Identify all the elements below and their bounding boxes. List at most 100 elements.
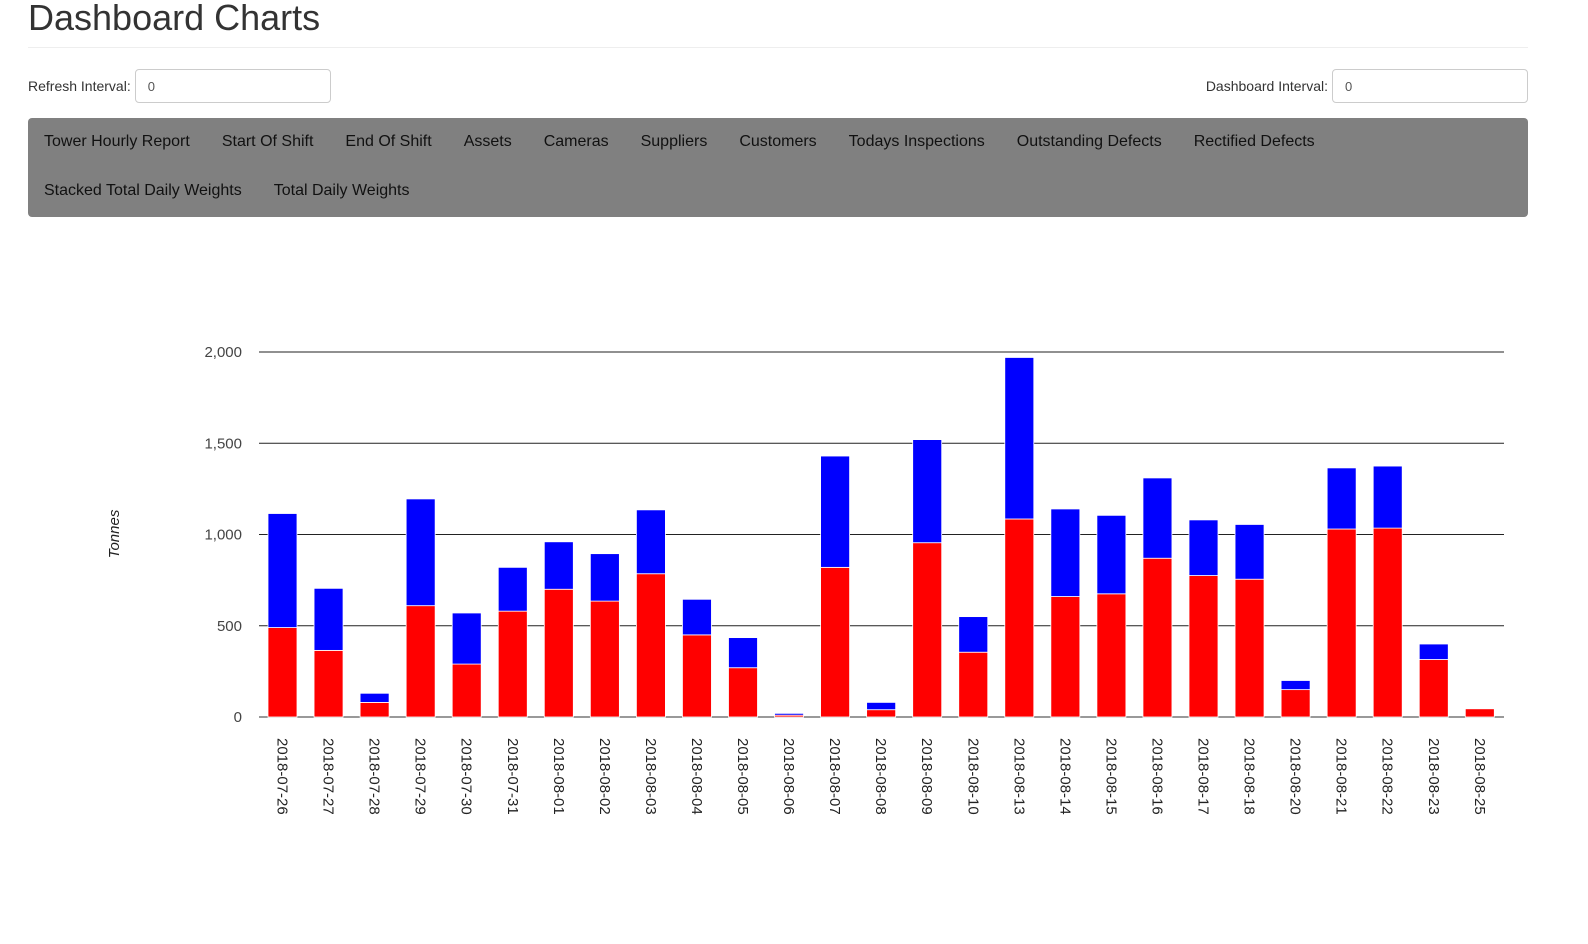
x-tick-label: 2018-08-08 xyxy=(872,738,889,815)
bar-segment xyxy=(589,553,620,602)
nav-outstanding-defects[interactable]: Outstanding Defects xyxy=(1016,133,1162,150)
x-tick-label: 2018-08-04 xyxy=(688,738,705,815)
y-tick-label: 1,500 xyxy=(204,435,242,452)
bar-segment xyxy=(1234,578,1265,718)
x-tick-label: 2018-07-31 xyxy=(504,738,521,815)
dashboard-interval-group: Dashboard Interval: xyxy=(1206,68,1528,104)
x-tick-label: 2018-07-27 xyxy=(320,738,337,815)
nav-cameras[interactable]: Cameras xyxy=(543,133,609,150)
bar-segment xyxy=(1464,708,1495,718)
bar-segment xyxy=(912,439,943,544)
bar-segment xyxy=(636,509,666,575)
dashboard-interval-label: Dashboard Interval: xyxy=(1205,78,1328,94)
x-tick-label: 2018-08-13 xyxy=(1010,738,1027,815)
bar-segment xyxy=(820,455,850,568)
bar-segment xyxy=(1004,357,1035,520)
bar-segment xyxy=(1188,575,1219,718)
nav-stacked-total-daily-weights[interactable]: Stacked Total Daily Weights xyxy=(44,182,242,199)
bar-segment xyxy=(313,587,344,651)
x-tick-label: 2018-08-07 xyxy=(826,738,843,815)
bar-segment xyxy=(1372,527,1403,718)
bar-segment xyxy=(1096,593,1127,718)
bar-segment xyxy=(728,637,758,669)
bar-segment xyxy=(728,667,758,718)
bar-segment xyxy=(1326,528,1357,718)
bar-segment xyxy=(1372,465,1403,529)
x-tick-label: 2018-08-10 xyxy=(964,738,981,815)
bar-segment xyxy=(1326,467,1357,530)
x-tick-label: 2018-08-15 xyxy=(1102,738,1119,815)
x-tick-label: 2018-07-29 xyxy=(412,738,429,815)
bar-segment xyxy=(1004,518,1035,718)
nav-row-1: Tower Hourly Report Start Of Shift End O… xyxy=(28,118,1331,166)
nav-customers[interactable]: Customers xyxy=(739,133,817,150)
bar-segment xyxy=(451,663,482,718)
x-tick-label: 2018-08-09 xyxy=(918,738,935,815)
bar-segment xyxy=(1142,557,1173,718)
bar-segment xyxy=(543,541,574,590)
bar-segment xyxy=(267,627,298,718)
page-title: Dashboard Charts xyxy=(28,0,321,38)
nav-start-of-shift[interactable]: Start Of Shift xyxy=(221,133,314,150)
bar-segment xyxy=(359,702,390,718)
bar-segment xyxy=(958,651,989,718)
x-tick-label: 2018-08-23 xyxy=(1425,738,1442,815)
bar-segment xyxy=(267,513,298,628)
bar-segment xyxy=(589,600,620,718)
bar-segment xyxy=(543,588,574,718)
chart-nav-bar: Tower Hourly Report Start Of Shift End O… xyxy=(28,118,1528,217)
bar-segment xyxy=(313,649,344,718)
bar-segment xyxy=(636,573,666,718)
bar-segment xyxy=(405,498,436,607)
y-tick-label: 2,000 xyxy=(204,344,242,361)
bar-segment xyxy=(1050,508,1081,597)
bar-segment xyxy=(774,712,804,716)
nav-tower-hourly-report[interactable]: Tower Hourly Report xyxy=(44,133,190,150)
bar-segment xyxy=(1188,519,1219,576)
bar-segment xyxy=(1142,477,1173,559)
refresh-interval-label: Refresh Interval: xyxy=(28,78,131,94)
x-tick-label: 2018-08-18 xyxy=(1241,738,1258,815)
bar-segment xyxy=(497,610,528,718)
nav-rectified-defects[interactable]: Rectified Defects xyxy=(1193,133,1315,150)
bar-segment xyxy=(1418,659,1449,718)
bar-segment xyxy=(451,612,482,665)
x-tick-label: 2018-08-01 xyxy=(550,738,567,815)
x-tick-label: 2018-08-25 xyxy=(1471,738,1488,815)
bar-segment xyxy=(912,542,943,718)
bar-segment xyxy=(405,605,436,718)
bar-segment xyxy=(1096,514,1127,595)
bar-segment xyxy=(1280,689,1311,718)
x-tick-label: 2018-07-28 xyxy=(366,738,383,815)
bar-segment xyxy=(497,566,528,612)
bar-segment xyxy=(1050,596,1081,718)
x-tick-label: 2018-08-06 xyxy=(780,738,797,815)
nav-end-of-shift[interactable]: End Of Shift xyxy=(345,133,432,150)
bar-segment xyxy=(1418,643,1449,660)
y-tick-label: 500 xyxy=(217,618,242,635)
x-tick-label: 2018-08-20 xyxy=(1287,738,1304,815)
x-tick-label: 2018-08-16 xyxy=(1148,738,1165,815)
nav-suppliers[interactable]: Suppliers xyxy=(640,133,708,150)
x-tick-label: 2018-08-14 xyxy=(1056,738,1073,815)
nav-total-daily-weights[interactable]: Total Daily Weights xyxy=(273,182,410,199)
x-tick-label: 2018-08-02 xyxy=(596,738,613,815)
x-tick-label: 2018-08-17 xyxy=(1195,738,1212,815)
bar-segment xyxy=(866,709,897,718)
title-divider xyxy=(28,47,1528,48)
x-tick-label: 2018-08-03 xyxy=(642,738,659,815)
nav-todays-inspections[interactable]: Todays Inspections xyxy=(848,133,985,150)
y-tick-label: 1,000 xyxy=(204,527,242,544)
nav-assets[interactable]: Assets xyxy=(463,133,512,150)
refresh-interval-input[interactable] xyxy=(134,69,331,103)
bar-segment xyxy=(682,634,712,718)
dashboard-interval-input[interactable] xyxy=(1332,69,1528,103)
refresh-interval-group: Refresh Interval: xyxy=(28,68,331,104)
nav-row-2: Stacked Total Daily Weights Total Daily … xyxy=(28,167,426,215)
bar-segment xyxy=(682,598,712,636)
y-axis-title: Tonnes xyxy=(106,509,123,558)
bar-segment xyxy=(1280,680,1311,691)
x-tick-label: 2018-08-21 xyxy=(1333,738,1350,815)
x-tick-label: 2018-07-26 xyxy=(274,738,291,815)
